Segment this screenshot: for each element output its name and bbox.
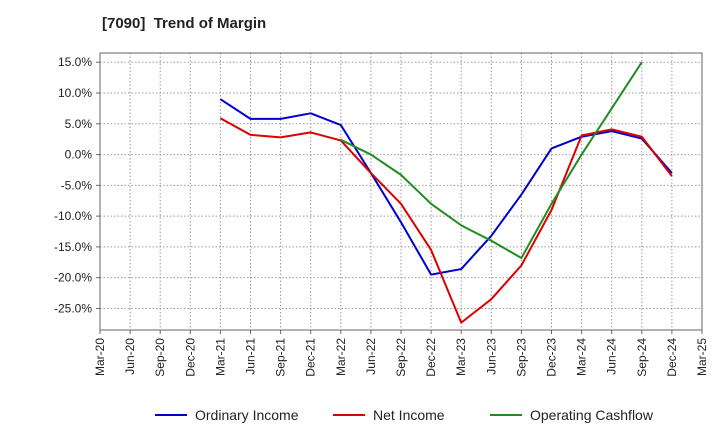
chart-title: [7090] Trend of Margin [102,15,267,32]
y-tick-label: -15.0% [54,240,92,254]
x-tick-label: Sep-20 [153,338,167,377]
x-tick-label: Dec-23 [545,338,559,377]
series-line-net-income [219,117,673,324]
y-tick-label: -20.0% [54,271,92,285]
legend-label-ordinary-income: Ordinary Income [195,407,299,423]
x-tick-label: Sep-22 [394,338,408,377]
grid-lines [100,53,702,330]
series-line-operating-cashflow [340,61,643,259]
x-tick-label: Sep-24 [635,338,649,377]
x-tick-label: Sep-21 [274,338,288,377]
x-tick-label: Mar-25 [695,338,709,376]
x-tick-label: Mar-24 [575,338,589,376]
x-tick-label: Mar-22 [334,338,348,376]
y-tick-label: 5.0% [65,117,93,131]
x-tick-label: Dec-22 [424,338,438,377]
legend-label-operating-cashflow: Operating Cashflow [530,407,654,423]
x-tick-label: Jun-21 [244,338,258,375]
series-lines [219,61,673,324]
x-tick-label: Mar-21 [213,338,227,376]
y-tick-label: -5.0% [61,178,93,192]
y-tick-label: -10.0% [54,209,92,223]
x-tick-label: Mar-23 [454,338,468,376]
y-tick-label: -25.0% [54,301,92,315]
x-tick-label: Mar-20 [93,338,107,376]
y-tick-label: 15.0% [58,55,92,69]
y-axis-ticks: 15.0% 10.0% 5.0% 0.0% -5.0% -10.0% -15.0% -20.0… [54,55,100,315]
x-axis-ticks: Mar-20 Jun-20 Sep-20 Dec-20 Mar-21 Jun-21 Sep-… [93,330,709,377]
y-tick-label: 0.0% [65,148,93,162]
x-tick-label: Sep-23 [514,338,528,377]
x-tick-label: Dec-21 [304,338,318,377]
legend: Ordinary Income Net Income Operating Cashf… [155,407,654,423]
x-tick-label: Jun-23 [484,338,498,375]
y-tick-label: 10.0% [58,86,92,100]
x-tick-label: Dec-20 [183,338,197,377]
series-line-ordinary-income [219,98,673,276]
legend-label-net-income: Net Income [373,407,445,423]
x-tick-label: Jun-20 [123,338,137,375]
x-tick-label: Jun-22 [364,338,378,375]
x-tick-label: Dec-24 [665,338,679,377]
x-tick-label: Jun-24 [605,338,619,375]
